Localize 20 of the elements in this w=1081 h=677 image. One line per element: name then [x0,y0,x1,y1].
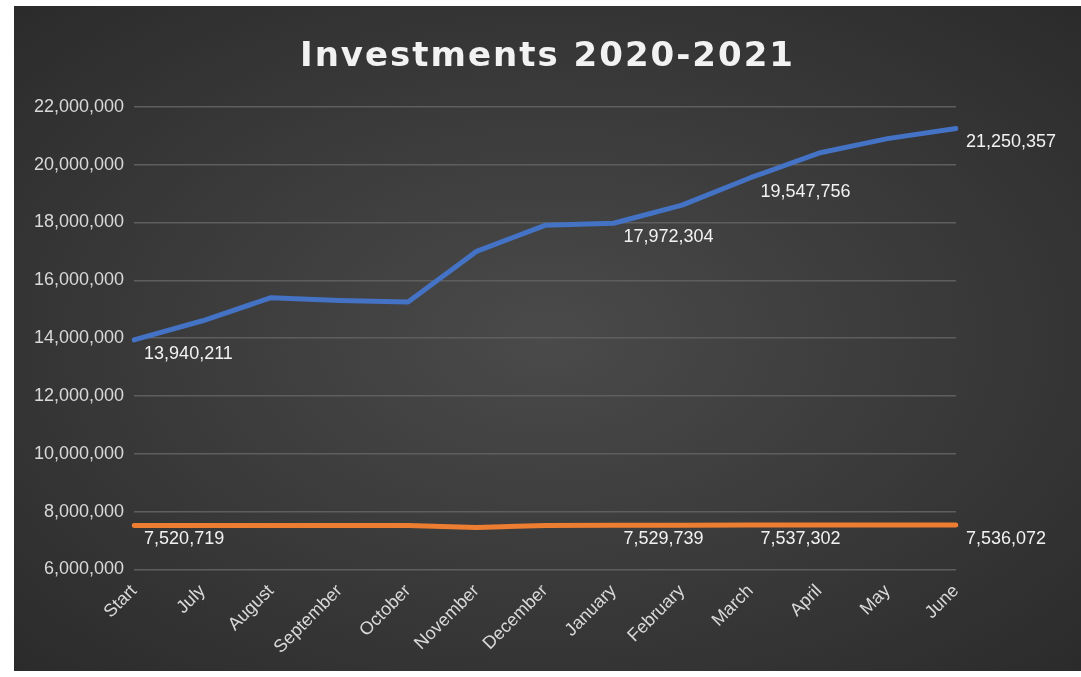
y-tick-label: 12,000,000 [33,384,125,405]
chart-title: Investments 2020-2021 [299,34,796,74]
data-label: 7,536,072 [966,528,1047,549]
y-tick-label: 20,000,000 [33,153,125,174]
x-tick-label: July [172,580,209,618]
data-label: 7,529,739 [623,528,704,549]
y-tick-label: 10,000,000 [33,442,125,463]
data-label: 7,520,719 [144,528,225,549]
data-label: 21,250,357 [966,131,1057,152]
y-tick-label: 16,000,000 [33,269,125,290]
y-tick-label: 18,000,000 [33,211,125,232]
data-label: 19,547,756 [760,180,851,201]
data-label: 13,940,211 [144,342,233,363]
data-label: 17,972,304 [623,226,714,247]
data-label: 7,537,302 [760,527,841,548]
y-tick-label: 8,000,000 [44,500,125,521]
y-tick-label: 14,000,000 [33,327,125,348]
x-tick-label: May [855,580,894,619]
y-tick-label: 6,000,000 [44,558,125,579]
y-tick-label: 22,000,000 [33,95,125,116]
